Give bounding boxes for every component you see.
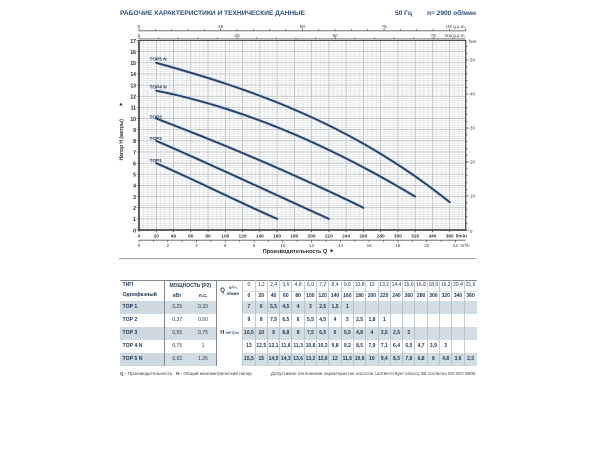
svg-text:75: 75 bbox=[381, 24, 387, 30]
svg-text:30: 30 bbox=[470, 126, 476, 131]
svg-text:13: 13 bbox=[130, 83, 136, 89]
svg-text:9: 9 bbox=[133, 128, 136, 134]
svg-text:Напор Н (метры): Напор Н (метры) bbox=[119, 119, 125, 161]
svg-text:40: 40 bbox=[470, 92, 476, 97]
svg-text:140: 140 bbox=[256, 234, 264, 240]
svg-text:m³/h: m³/h bbox=[460, 243, 470, 248]
svg-text:0: 0 bbox=[133, 228, 136, 234]
svg-text:5: 5 bbox=[133, 173, 136, 179]
svg-text:200: 200 bbox=[308, 234, 316, 240]
svg-text:240: 240 bbox=[342, 234, 350, 240]
svg-text:20: 20 bbox=[424, 243, 430, 248]
svg-text:8: 8 bbox=[133, 139, 136, 145]
svg-text:4: 4 bbox=[195, 243, 198, 248]
svg-text:360: 360 bbox=[446, 234, 454, 240]
svg-text:2: 2 bbox=[133, 206, 136, 212]
svg-text:10: 10 bbox=[470, 194, 476, 199]
svg-text:50: 50 bbox=[470, 58, 476, 63]
svg-text:4: 4 bbox=[133, 184, 136, 190]
svg-text:22: 22 bbox=[453, 243, 459, 248]
svg-text:11: 11 bbox=[131, 106, 137, 112]
svg-text:0: 0 bbox=[138, 243, 141, 248]
svg-text:100: 100 bbox=[221, 234, 229, 240]
svg-text:Imp g.p.m.: Imp g.p.m. bbox=[444, 33, 465, 38]
svg-text:16: 16 bbox=[367, 243, 373, 248]
svg-text:75: 75 bbox=[431, 33, 437, 39]
svg-text:10: 10 bbox=[280, 243, 286, 248]
svg-text:TOP1: TOP1 bbox=[150, 158, 163, 164]
svg-text:Производительность Q: Производительность Q bbox=[263, 249, 328, 255]
svg-text:0: 0 bbox=[138, 234, 141, 240]
svg-text:17: 17 bbox=[130, 39, 136, 45]
svg-text:0: 0 bbox=[138, 24, 141, 30]
svg-text:TOP5 N: TOP5 N bbox=[150, 57, 168, 63]
svg-text:US g.p.m.: US g.p.m. bbox=[446, 24, 466, 29]
svg-text:300: 300 bbox=[394, 234, 402, 240]
svg-text:180: 180 bbox=[290, 234, 298, 240]
svg-text:260: 260 bbox=[359, 234, 367, 240]
svg-text:25: 25 bbox=[234, 33, 240, 39]
svg-text:8: 8 bbox=[253, 243, 256, 248]
svg-text:280: 280 bbox=[377, 234, 385, 240]
svg-text:TOP2: TOP2 bbox=[150, 136, 163, 142]
svg-text:TOP3: TOP3 bbox=[150, 115, 163, 121]
svg-text:120: 120 bbox=[239, 234, 247, 240]
svg-text:3: 3 bbox=[133, 195, 136, 201]
svg-text:50: 50 bbox=[300, 24, 306, 30]
svg-text:25: 25 bbox=[218, 24, 224, 30]
svg-text:80: 80 bbox=[205, 234, 211, 240]
svg-text:20: 20 bbox=[154, 234, 160, 240]
svg-text:60: 60 bbox=[188, 234, 194, 240]
svg-text:l/min: l/min bbox=[456, 234, 467, 240]
svg-text:50: 50 bbox=[333, 33, 339, 39]
svg-text:160: 160 bbox=[273, 234, 281, 240]
svg-text:feet: feet bbox=[469, 39, 477, 44]
svg-text:7: 7 bbox=[133, 150, 136, 156]
svg-text:6: 6 bbox=[224, 243, 227, 248]
svg-text:14: 14 bbox=[338, 243, 344, 248]
svg-text:14: 14 bbox=[130, 72, 136, 78]
svg-text:16: 16 bbox=[130, 50, 136, 56]
svg-text:340: 340 bbox=[428, 234, 436, 240]
svg-text:15: 15 bbox=[130, 61, 136, 67]
svg-text:0: 0 bbox=[470, 229, 473, 234]
svg-text:2: 2 bbox=[166, 243, 169, 248]
svg-text:40: 40 bbox=[171, 234, 177, 240]
svg-text:0: 0 bbox=[138, 33, 141, 39]
svg-text:20: 20 bbox=[470, 160, 476, 165]
svg-text:12: 12 bbox=[130, 95, 136, 101]
svg-text:TOP4 N: TOP4 N bbox=[150, 85, 168, 91]
svg-text:1: 1 bbox=[133, 217, 136, 223]
svg-text:18: 18 bbox=[395, 243, 401, 248]
svg-text:10: 10 bbox=[130, 117, 136, 123]
svg-text:12: 12 bbox=[309, 243, 315, 248]
svg-text:320: 320 bbox=[411, 234, 419, 240]
svg-text:220: 220 bbox=[325, 234, 333, 240]
svg-text:6: 6 bbox=[133, 161, 136, 167]
